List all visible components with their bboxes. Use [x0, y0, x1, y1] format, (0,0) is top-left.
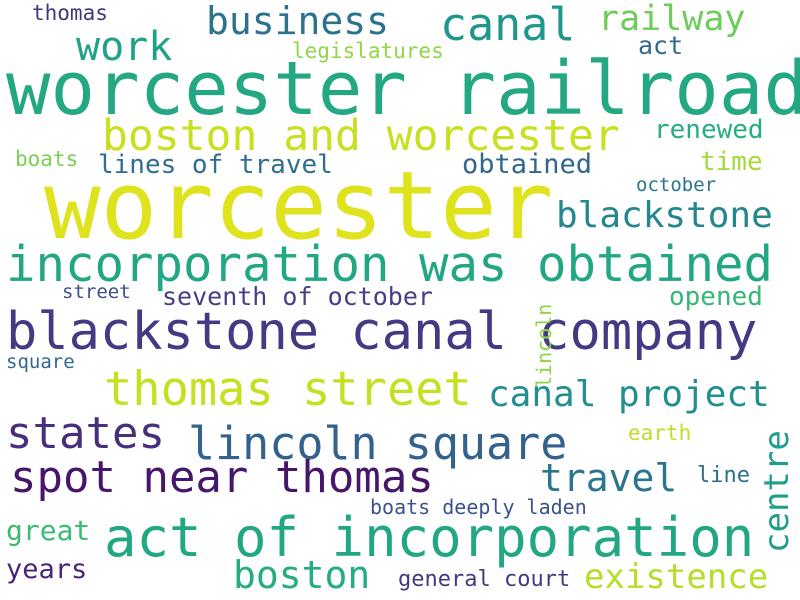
- word-business: business: [206, 0, 390, 43]
- word-line: line: [697, 463, 750, 488]
- word-railway: railway: [598, 0, 746, 39]
- word-thomas: thomas: [32, 1, 108, 25]
- word-existence: existence: [584, 557, 769, 597]
- word-worcester-railroad: worcester railroad: [6, 46, 800, 132]
- word-blackstone-canal-company: blackstone canal company: [6, 302, 758, 362]
- word-renewed: renewed: [654, 115, 764, 145]
- word-general-court: general court: [398, 567, 571, 592]
- word-act-of-incorporation: act of incorporation: [104, 506, 755, 569]
- word-work: work: [76, 24, 173, 70]
- word-opened: opened: [669, 282, 763, 312]
- word-street: street: [62, 281, 131, 303]
- word-lines-of-travel: lines of travel: [98, 150, 333, 180]
- word-canal: canal: [440, 0, 576, 51]
- word-blackstone: blackstone: [556, 195, 773, 236]
- word-boats-deeply-laden: boats deeply laden: [370, 495, 587, 519]
- word-years: years: [6, 554, 88, 585]
- word-thomas-street: thomas street: [104, 362, 472, 417]
- word-obtained: obtained: [462, 149, 593, 180]
- word-boats: boats: [15, 147, 79, 171]
- word-incorporation-was-obtained: incorporation was obtained: [6, 236, 774, 293]
- word-canal-project: canal project: [488, 374, 770, 415]
- word-october: october: [636, 174, 717, 196]
- word-spot-near-thomas: spot near thomas: [10, 452, 434, 503]
- word-seventh-of-october: seventh of october: [162, 282, 433, 311]
- word-lincoln-square: lincoln square: [188, 417, 568, 470]
- word-lincoln: lincoln: [532, 303, 556, 388]
- word-boston: boston: [233, 553, 371, 597]
- word-travel: travel: [540, 456, 678, 500]
- word-great: great: [6, 514, 91, 547]
- word-legislatures: legislatures: [292, 39, 444, 63]
- word-earth: earth: [628, 421, 692, 445]
- word-square: square: [6, 351, 75, 373]
- word-worcester: worcester: [44, 152, 554, 261]
- word-act: act: [638, 31, 684, 60]
- word-boston-and-worcester: boston and worcester: [102, 111, 620, 161]
- word-time: time: [700, 147, 763, 177]
- word-centre: centre: [757, 430, 797, 553]
- word-states: states: [6, 408, 165, 459]
